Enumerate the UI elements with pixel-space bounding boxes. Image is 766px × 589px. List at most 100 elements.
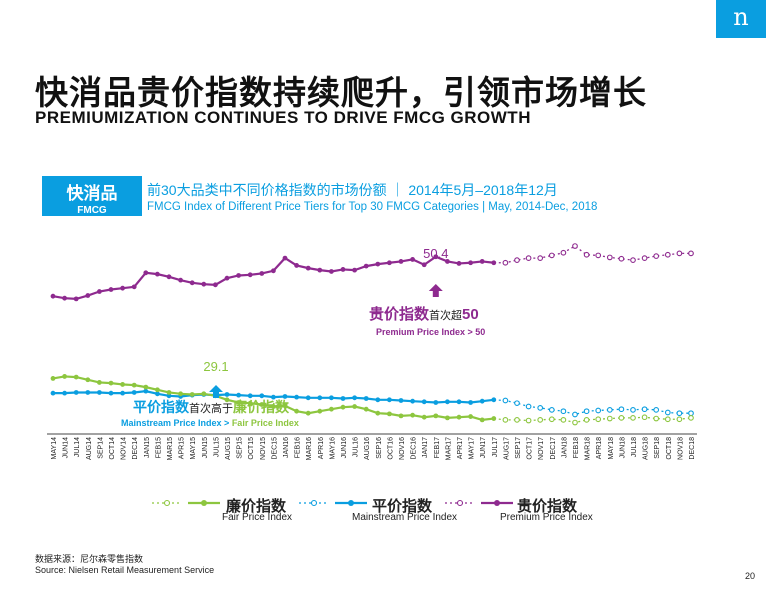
data-point-premium-hollow [560, 249, 567, 256]
data-point-mainstream-hollow [572, 411, 578, 418]
data-point-mainstream [410, 398, 415, 404]
data-point-fair [363, 406, 369, 412]
data-point-fair [271, 404, 276, 409]
legend-marker-premium-hollow [456, 499, 464, 507]
page-number: 20 [745, 571, 756, 581]
data-point-premium [317, 267, 323, 273]
data-point-premium [340, 267, 346, 272]
data-point-premium-hollow [537, 255, 544, 261]
x-tick-label: JAN15 [144, 437, 151, 458]
data-point-fair [120, 382, 125, 387]
legend-marker-fair-hollow [163, 499, 171, 507]
data-point-premium-hollow [502, 259, 509, 266]
data-point-mainstream-hollow [653, 407, 660, 413]
x-tick-label: FEB17 [434, 437, 441, 459]
data-point-mainstream [433, 400, 439, 405]
data-point-fair [398, 413, 404, 419]
x-tick-label: JUL15 [213, 437, 220, 457]
data-point-premium [166, 274, 172, 280]
data-point-fair [50, 376, 56, 381]
data-point-premium [433, 254, 439, 260]
data-point-mainstream [155, 391, 160, 397]
x-tick-label: MAR18 [585, 437, 592, 460]
data-point-fair [97, 380, 102, 385]
data-point-premium [224, 275, 230, 281]
data-point-mainstream [317, 395, 323, 401]
data-point-mainstream [259, 393, 265, 399]
data-point-premium [271, 268, 276, 274]
data-point-fair-hollow [653, 415, 660, 422]
x-tick-label: JUN17 [480, 437, 487, 459]
data-point-fair [329, 406, 334, 412]
series-line-premium [52, 255, 494, 300]
data-point-mainstream [352, 395, 357, 401]
x-tick-label: DEC17 [550, 437, 557, 460]
page-subtitle-en: PREMIUMIZATION CONTINUES TO DRIVE FMCG G… [35, 108, 531, 127]
data-point-fair [456, 414, 462, 420]
data-point-premium-hollow [630, 257, 636, 263]
source-note-en: Source: Nielsen Retail Measurement Servi… [35, 565, 215, 575]
legend-label-fair: 廉价指数 [226, 498, 287, 515]
data-point-premium [143, 270, 149, 276]
data-point-premium [491, 260, 497, 266]
data-point-premium-hollow [676, 250, 683, 257]
x-tick-label: SEP14 [97, 437, 104, 459]
badge-label-en: FMCG [77, 205, 107, 216]
series-line-fair-dotted [493, 416, 692, 424]
data-point-fair [62, 374, 67, 379]
annotation-premium-cn: 贵价指数首次超50 [369, 305, 479, 323]
x-tick-label: NOV17 [538, 437, 545, 460]
data-point-fair [340, 404, 346, 410]
data-point-mainstream [97, 390, 102, 395]
x-tick-label: MAR15 [167, 437, 174, 460]
annotation-cross-cn: 平价指数首次高于廉价指数 [133, 399, 290, 415]
x-tick-label: MAY14 [51, 437, 58, 460]
data-point-mainstream [387, 397, 392, 403]
data-point-premium [108, 287, 114, 292]
x-tick-label: OCT14 [109, 437, 116, 460]
data-point-premium [236, 273, 242, 278]
data-point-fair-hollow [548, 416, 555, 423]
x-tick-label: SEP16 [376, 437, 383, 459]
x-tick-label: JUL16 [353, 437, 360, 457]
data-point-mainstream [271, 394, 276, 400]
data-point-mainstream [479, 398, 485, 404]
data-point-mainstream [73, 390, 79, 395]
data-point-fair [189, 392, 195, 397]
data-point-mainstream [62, 390, 67, 396]
x-tick-label: NOV18 [677, 437, 684, 460]
legend-sublabel-mainstream: Mainstream Price Index [352, 512, 458, 523]
data-point-mainstream [398, 398, 404, 403]
data-point-mainstream-hollow [630, 407, 636, 413]
data-point-fair [108, 380, 114, 386]
data-point-mainstream-hollow [664, 409, 671, 416]
x-tick-label: FEB15 [155, 437, 162, 459]
data-point-premium [259, 271, 265, 276]
data-point-mainstream-hollow [583, 408, 590, 415]
data-point-premium [410, 257, 415, 262]
data-point-premium-hollow [572, 243, 578, 249]
x-tick-label: NOV14 [121, 437, 128, 460]
data-point-premium [479, 259, 485, 264]
data-point-mainstream [468, 400, 473, 405]
data-point-fair [282, 403, 288, 409]
x-tick-label: MAY17 [469, 437, 476, 460]
data-point-mainstream [445, 399, 450, 405]
legend-marker-mainstream-hollow [310, 499, 318, 507]
x-tick-label: OCT18 [666, 437, 673, 460]
source-note-cn: 数据来源：尼尔森零售指数 [35, 554, 144, 564]
data-point-premium [97, 289, 102, 294]
data-point-fair-hollow [583, 417, 590, 423]
data-point-premium [363, 263, 369, 269]
series-line-mainstream-dotted [493, 399, 691, 416]
data-point-fair-hollow [514, 417, 520, 423]
data-point-premium-hollow [583, 251, 590, 258]
x-tick-label: JUL17 [492, 437, 499, 457]
data-point-fair [224, 397, 230, 403]
arrow-up-icon [428, 284, 443, 297]
data-point-fair [468, 414, 473, 419]
x-tick-label: DEC18 [689, 437, 696, 460]
data-point-fair [317, 408, 323, 414]
data-point-premium [445, 259, 450, 264]
nielsen-logo: n [716, 0, 766, 38]
